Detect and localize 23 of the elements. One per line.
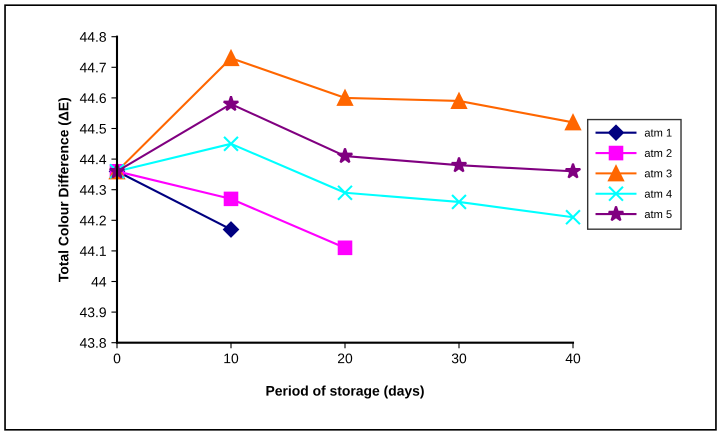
y-tick-label: 44.1	[80, 246, 106, 256]
y-tick-label: 44.4	[80, 154, 106, 164]
x-tick-label: 20	[338, 353, 352, 364]
x-tick-label: 10	[224, 353, 238, 364]
y-tick-label: 44.7	[80, 62, 106, 72]
y-tick-label: 44.3	[80, 185, 106, 195]
y-tick-label: 44.2	[80, 216, 106, 226]
y-tick-label: 43.8	[80, 338, 106, 348]
legend-label: atm 5	[644, 210, 672, 218]
legend-label: atm 3	[644, 170, 672, 178]
x-tick-label: 30	[452, 353, 466, 364]
y-axis-title: Total Colour Difference (ΔE)	[58, 98, 72, 282]
legend-label: atm 4	[644, 190, 672, 198]
y-tick-label: 44	[91, 276, 106, 287]
y-tick-label: 43.9	[80, 307, 106, 318]
y-tick-label: 44.5	[80, 124, 106, 134]
x-axis-title: Period of storage (days)	[266, 386, 424, 399]
y-tick-label: 44.6	[80, 93, 106, 104]
y-tick-label: 44.8	[80, 32, 106, 42]
x-tick-label: 0	[114, 353, 120, 364]
x-tick-label: 40	[566, 353, 580, 364]
legend-label: atm 1	[644, 128, 672, 137]
legend-label: atm 2	[644, 149, 672, 158]
